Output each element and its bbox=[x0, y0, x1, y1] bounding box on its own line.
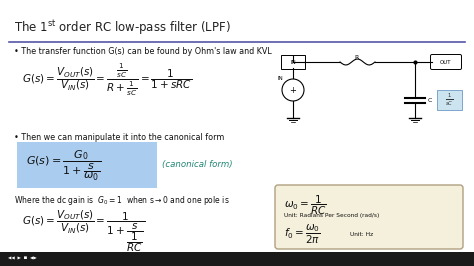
Text: • The transfer function G(s) can be found by Ohm's law and KVL: • The transfer function G(s) can be foun… bbox=[14, 47, 272, 56]
Text: The 1$^{\mathrm{st}}$ order RC low-pass filter (LPF): The 1$^{\mathrm{st}}$ order RC low-pass … bbox=[14, 18, 231, 37]
Text: IN: IN bbox=[290, 60, 296, 64]
Text: IN: IN bbox=[277, 76, 283, 81]
Text: Where the dc gain is  $G_0 = 1$  when s$\rightarrow$0 and one pole is: Where the dc gain is $G_0 = 1$ when s$\r… bbox=[14, 194, 229, 207]
Text: OUT: OUT bbox=[440, 60, 452, 64]
Text: $\frac{1}{sC}$: $\frac{1}{sC}$ bbox=[445, 92, 454, 108]
Text: $f_0 = \dfrac{\omega_0}{2\pi}$: $f_0 = \dfrac{\omega_0}{2\pi}$ bbox=[284, 223, 321, 246]
Text: $G(s) = \dfrac{V_{OUT}(s)}{V_{IN}(s)} = \dfrac{\frac{1}{sC}}{R + \frac{1}{sC}} =: $G(s) = \dfrac{V_{OUT}(s)}{V_{IN}(s)} = … bbox=[22, 62, 192, 98]
Text: $G(s) = \dfrac{V_{OUT}(s)}{V_{IN}(s)} = \dfrac{1}{1 + \dfrac{s}{\dfrac{1}{RC}}}$: $G(s) = \dfrac{V_{OUT}(s)}{V_{IN}(s)} = … bbox=[22, 208, 145, 254]
Text: • Then we can manipulate it into the canonical form: • Then we can manipulate it into the can… bbox=[14, 133, 224, 142]
Text: $\omega_0 = \dfrac{1}{RC}$: $\omega_0 = \dfrac{1}{RC}$ bbox=[284, 194, 327, 217]
FancyBboxPatch shape bbox=[430, 55, 462, 69]
Text: ◀◀  ▶  ◼  ◀▶: ◀◀ ▶ ◼ ◀▶ bbox=[8, 257, 37, 261]
FancyBboxPatch shape bbox=[17, 142, 157, 188]
Text: Unit: Hz: Unit: Hz bbox=[350, 232, 373, 237]
Text: R: R bbox=[355, 55, 359, 60]
FancyBboxPatch shape bbox=[281, 55, 305, 69]
Bar bbox=[0, 252, 474, 266]
Text: $+$: $+$ bbox=[289, 85, 297, 95]
FancyBboxPatch shape bbox=[275, 185, 463, 249]
Text: C: C bbox=[428, 98, 432, 102]
FancyBboxPatch shape bbox=[437, 90, 462, 110]
Text: $G(s) = \dfrac{G_0}{1 + \dfrac{s}{\omega_0}}$: $G(s) = \dfrac{G_0}{1 + \dfrac{s}{\omega… bbox=[26, 148, 101, 182]
Text: Unit: Radians Per Second (rad/s): Unit: Radians Per Second (rad/s) bbox=[284, 213, 379, 218]
Text: (canonical form): (canonical form) bbox=[162, 160, 233, 169]
